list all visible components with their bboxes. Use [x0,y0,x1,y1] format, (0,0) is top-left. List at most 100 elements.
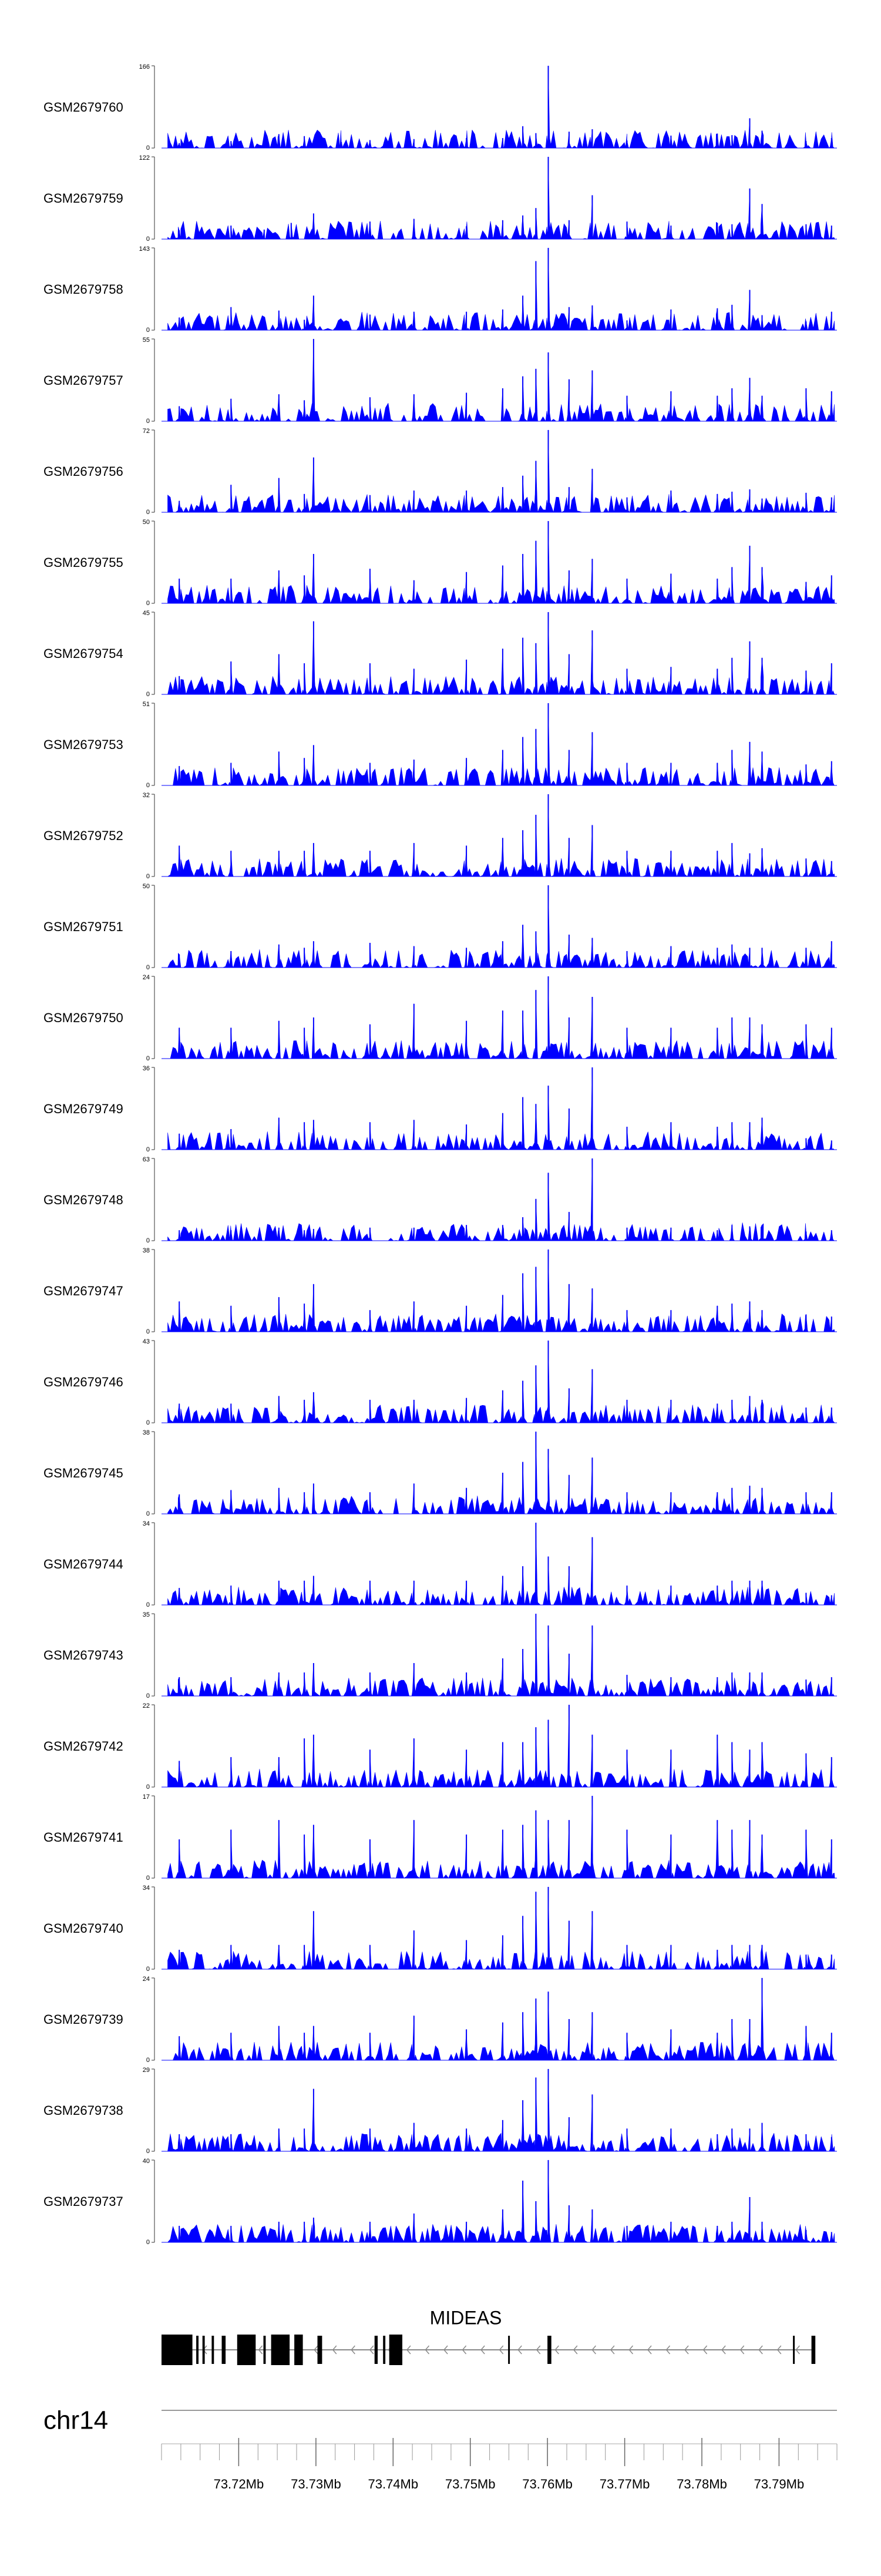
track-label-GSM2679743: GSM2679743 [43,1648,123,1663]
track-label-GSM2679759: GSM2679759 [43,191,123,206]
strand-chevron-icon [573,2345,578,2355]
x-tick-label: 73.72Mb [214,2477,264,2491]
gene-exon [211,2336,214,2364]
y-zero-label: 0 [146,1237,150,1244]
strand-chevron-icon [369,2345,374,2355]
strand-chevron-icon [776,2345,782,2355]
coverage-area-GSM2679746 [167,1340,835,1423]
y-zero-label: 0 [146,1784,150,1791]
gene-exon [374,2336,378,2364]
y-max-label: 24 [143,1976,150,1983]
track-label-GSM2679738: GSM2679738 [43,2103,123,2118]
y-max-label: 43 [143,1338,150,1345]
y-max-label: 34 [143,1885,150,1892]
track-label-GSM2679757: GSM2679757 [43,373,123,388]
x-tick-label: 73.79Mb [754,2477,805,2491]
y-zero-label: 0 [146,1601,150,1608]
strand-chevron-icon [610,2345,615,2355]
strand-chevron-icon [795,2345,800,2355]
strand-chevron-icon [351,2345,355,2355]
coverage-area-GSM2679753 [167,703,835,786]
y-max-label: 50 [143,883,150,890]
track-label-GSM2679749: GSM2679749 [43,1101,123,1116]
y-max-label: 166 [139,63,150,70]
coverage-area-GSM2679738 [167,2068,835,2152]
strand-chevron-icon [665,2345,671,2355]
coverage-area-GSM2679752 [167,794,835,877]
coverage-area-GSM2679747 [167,1249,835,1332]
strand-chevron-icon [480,2345,485,2355]
y-zero-label: 0 [146,782,150,789]
strand-chevron-icon [258,2345,263,2355]
track-label-GSM2679752: GSM2679752 [43,828,123,843]
y-zero-label: 0 [146,2057,150,2064]
y-max-label: 22 [143,1702,150,1710]
strand-chevron-icon [702,2345,708,2355]
gene-exon [811,2336,816,2364]
coverage-area-GSM2679755 [167,520,835,604]
track-label-GSM2679739: GSM2679739 [43,2012,123,2027]
coverage-area-GSM2679744 [167,1522,835,1606]
y-max-label: 63 [143,1156,150,1163]
chromosome-label: chr14 [43,2406,108,2435]
y-zero-label: 0 [146,600,150,607]
x-tick-label: 73.77Mb [600,2477,650,2491]
track-label-GSM2679754: GSM2679754 [43,646,123,661]
x-tick-label: 73.73Mb [291,2477,341,2491]
strand-chevron-icon [517,2345,522,2355]
strand-chevron-icon [647,2345,652,2355]
gene-exon [793,2336,795,2364]
y-zero-label: 0 [146,1055,150,1062]
y-max-label: 55 [143,337,150,344]
track-label-GSM2679750: GSM2679750 [43,1010,123,1025]
gene-exon [294,2335,303,2365]
y-zero-label: 0 [146,418,150,425]
y-zero-label: 0 [146,691,150,698]
coverage-area-GSM2679748 [167,1158,835,1241]
strand-chevron-icon [314,2345,318,2355]
coverage-area-GSM2679760 [167,65,835,149]
gene-exon [547,2336,552,2364]
y-zero-label: 0 [146,1146,150,1153]
track-label-GSM2679746: GSM2679746 [43,1375,123,1389]
y-zero-label: 0 [146,1510,150,1517]
y-zero-label: 0 [146,873,150,880]
y-zero-label: 0 [146,327,150,334]
strand-chevron-icon [425,2345,430,2355]
strand-chevron-icon [739,2345,745,2355]
x-tick-label: 73.75Mb [445,2477,496,2491]
x-tick-label: 73.78Mb [677,2477,727,2491]
y-max-label: 72 [143,428,150,435]
gene-exon [389,2335,402,2365]
y-max-label: 122 [139,155,150,162]
strand-chevron-icon [443,2345,448,2355]
gene-exon [196,2336,199,2364]
track-label-GSM2679758: GSM2679758 [43,282,123,297]
strand-chevron-icon [721,2345,726,2355]
track-label-GSM2679744: GSM2679744 [43,1557,123,1571]
track-label-GSM2679741: GSM2679741 [43,1830,123,1845]
track-label-GSM2679760: GSM2679760 [43,100,123,115]
strand-chevron-icon [332,2345,337,2355]
y-max-label: 32 [143,792,150,799]
y-max-label: 35 [143,1611,150,1618]
y-max-label: 45 [143,610,150,617]
y-zero-label: 0 [146,964,150,971]
gene-label: MIDEAS [430,2307,502,2328]
gene-exon [221,2336,226,2364]
y-zero-label: 0 [146,236,150,243]
y-zero-label: 0 [146,145,150,152]
y-max-label: 34 [143,1520,150,1527]
track-label-GSM2679742: GSM2679742 [43,1739,123,1754]
y-zero-label: 0 [146,1328,150,1335]
coverage-area-GSM2679737 [167,2159,835,2243]
strand-chevron-icon [536,2345,541,2355]
coverage-area-GSM2679739 [167,1977,835,2061]
track-label-GSM2679745: GSM2679745 [43,1466,123,1480]
gene-exon [271,2335,290,2365]
strand-chevron-icon [499,2345,504,2355]
gene-exon [263,2336,266,2364]
coverage-area-GSM2679754 [167,612,835,695]
coverage-area-GSM2679757 [167,338,835,422]
